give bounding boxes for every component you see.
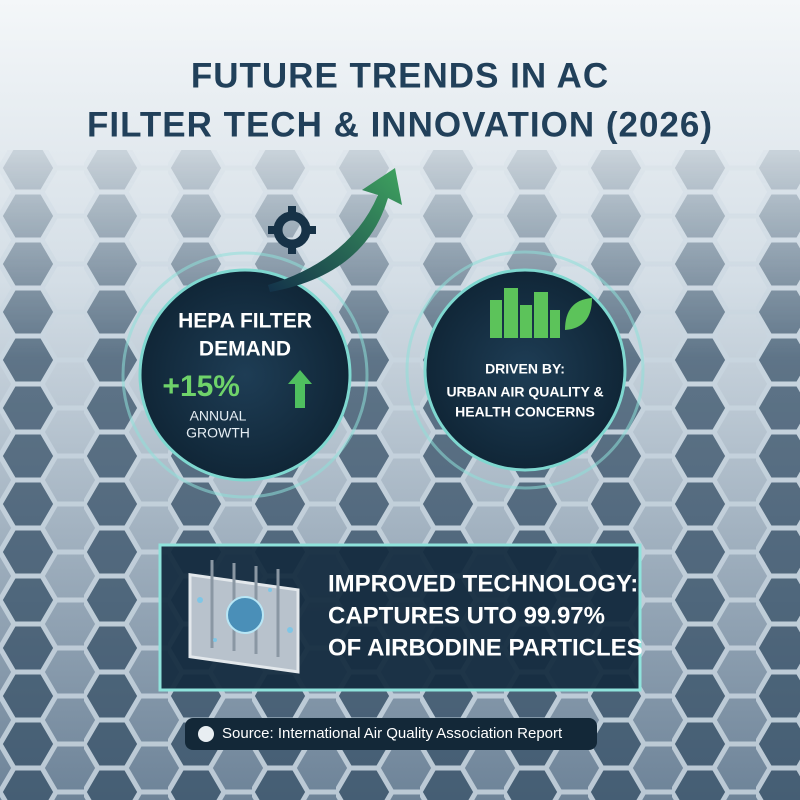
tech-line: CAPTURES UTO 99.97% <box>328 602 605 629</box>
tech-line: IMPROVED TECHNOLOGY: <box>328 570 638 597</box>
caption: ANNUAL <box>190 408 247 424</box>
source-pill <box>185 718 597 750</box>
stat: +15% <box>162 370 240 403</box>
up-arrow <box>288 370 312 408</box>
caption: GROWTH <box>186 425 250 441</box>
circle-glow <box>121 251 369 499</box>
circle-glow <box>405 250 645 490</box>
heading: HEPA FILTER <box>178 310 312 333</box>
title-line: FILTER TECH & INNOVATION (2026) <box>87 105 713 144</box>
label: DRIVEN BY: <box>485 361 565 377</box>
hex-pattern <box>0 150 800 800</box>
city-icon <box>490 288 592 338</box>
circle <box>138 268 352 482</box>
gear-icon <box>268 206 316 254</box>
heading: DEMAND <box>199 338 291 361</box>
label: HEALTH CONCERNS <box>455 404 595 420</box>
filter-icon <box>188 560 300 674</box>
source: Source: International Air Quality Associ… <box>222 725 563 742</box>
growth-arrow <box>268 168 402 292</box>
tech-line: OF AIRBODINE PARTICLES <box>328 634 643 661</box>
label: URBAN AIR QUALITY & <box>446 384 603 400</box>
source-icon <box>198 726 214 742</box>
title-line: FUTURE TRENDS IN AC <box>191 56 609 95</box>
